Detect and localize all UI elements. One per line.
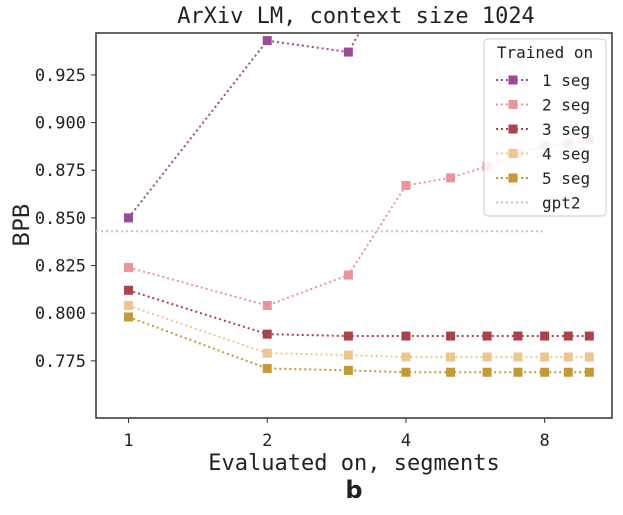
legend-item-5-seg: 5 seg	[496, 169, 590, 188]
x-tick-label: 4	[401, 431, 411, 451]
data-point	[262, 348, 272, 358]
data-point	[563, 352, 573, 362]
legend-item-1-seg: 1 seg	[496, 71, 590, 90]
data-point	[124, 285, 134, 295]
y-axis-label: BPB	[10, 203, 35, 246]
series-line-2-seg	[128, 138, 590, 307]
data-point	[446, 367, 456, 377]
legend-marker	[508, 124, 518, 134]
series-3-seg	[124, 285, 594, 341]
data-point	[343, 350, 353, 360]
data-point	[540, 331, 550, 341]
data-point	[262, 363, 272, 373]
data-point	[482, 352, 492, 362]
series-1-seg	[124, 33, 361, 223]
legend-label: 5 seg	[542, 169, 590, 188]
data-point	[343, 331, 353, 341]
data-point	[124, 262, 134, 272]
y-tick-label: 0.775	[35, 352, 86, 372]
data-point	[262, 301, 272, 311]
legend: Trained on 1 seg 2 seg 3 seg 4 seg 5 seg gpt2	[483, 38, 607, 217]
data-point	[584, 331, 594, 341]
y-axis-ticks: 0.775 0.800 0.825 0.850 0.875 0.900 0.925	[35, 66, 96, 372]
data-point	[262, 36, 272, 46]
data-point	[401, 367, 411, 377]
legend-label: 4 seg	[542, 145, 590, 164]
data-point	[482, 367, 492, 377]
y-tick-label: 0.850	[35, 209, 86, 229]
data-point	[401, 331, 411, 341]
series-4-seg	[124, 301, 594, 362]
data-point	[563, 331, 573, 341]
y-tick-label: 0.925	[35, 66, 86, 86]
data-point	[343, 47, 353, 57]
x-tick-label: 1	[123, 431, 133, 451]
legend-item-3-seg: 3 seg	[496, 120, 590, 139]
data-point	[584, 367, 594, 377]
data-point	[513, 331, 523, 341]
data-point	[401, 180, 411, 190]
x-axis-ticks: 1 2 4 8	[123, 418, 550, 451]
series-line-5-seg	[128, 316, 590, 374]
data-point	[124, 312, 134, 322]
data-point	[343, 270, 353, 280]
panel-label: b	[345, 476, 362, 504]
x-tick-label: 8	[540, 431, 550, 451]
data-point	[482, 331, 492, 341]
data-point	[401, 352, 411, 362]
series-5-seg	[124, 312, 594, 377]
y-tick-label: 0.900	[35, 114, 86, 134]
data-point	[262, 329, 272, 339]
legend-item-4-seg: 4 seg	[496, 145, 590, 164]
data-point	[343, 365, 353, 375]
legend-label: 1 seg	[542, 71, 590, 90]
legend-items: 1 seg 2 seg 3 seg 4 seg 5 seg gpt2	[496, 71, 590, 213]
legend-item-2-seg: 2 seg	[496, 96, 590, 115]
chart-title: ArXiv LM, context size 1024	[177, 4, 535, 29]
series-line-4-seg	[128, 304, 590, 359]
legend-item-gpt2: gpt2	[496, 194, 581, 213]
data-point	[563, 367, 573, 377]
legend-marker	[508, 75, 518, 85]
data-point	[584, 352, 594, 362]
data-point	[124, 301, 134, 311]
data-point	[124, 213, 134, 223]
data-point	[446, 352, 456, 362]
plot-frame	[95, 32, 613, 419]
legend-title: Trained on	[497, 43, 593, 62]
y-tick-label: 0.875	[35, 161, 86, 181]
y-tick-label: 0.825	[35, 257, 86, 277]
data-point	[446, 331, 456, 341]
series-line-3-seg	[128, 289, 590, 338]
series-line-1-seg	[127, 33, 361, 219]
legend-marker	[508, 173, 518, 183]
legend-label: 3 seg	[542, 120, 590, 139]
data-point	[446, 173, 456, 183]
x-tick-label: 2	[262, 431, 272, 451]
legend-marker	[508, 100, 518, 109]
y-tick-label: 0.800	[35, 304, 86, 324]
data-point	[540, 367, 550, 377]
legend-label: gpt2	[542, 194, 581, 213]
data-point	[513, 367, 523, 377]
data-point	[540, 352, 550, 362]
legend-label: 2 seg	[542, 96, 590, 115]
legend-marker	[508, 149, 518, 158]
x-axis-label: Evaluated on, segments	[208, 451, 499, 476]
data-point	[513, 352, 523, 362]
